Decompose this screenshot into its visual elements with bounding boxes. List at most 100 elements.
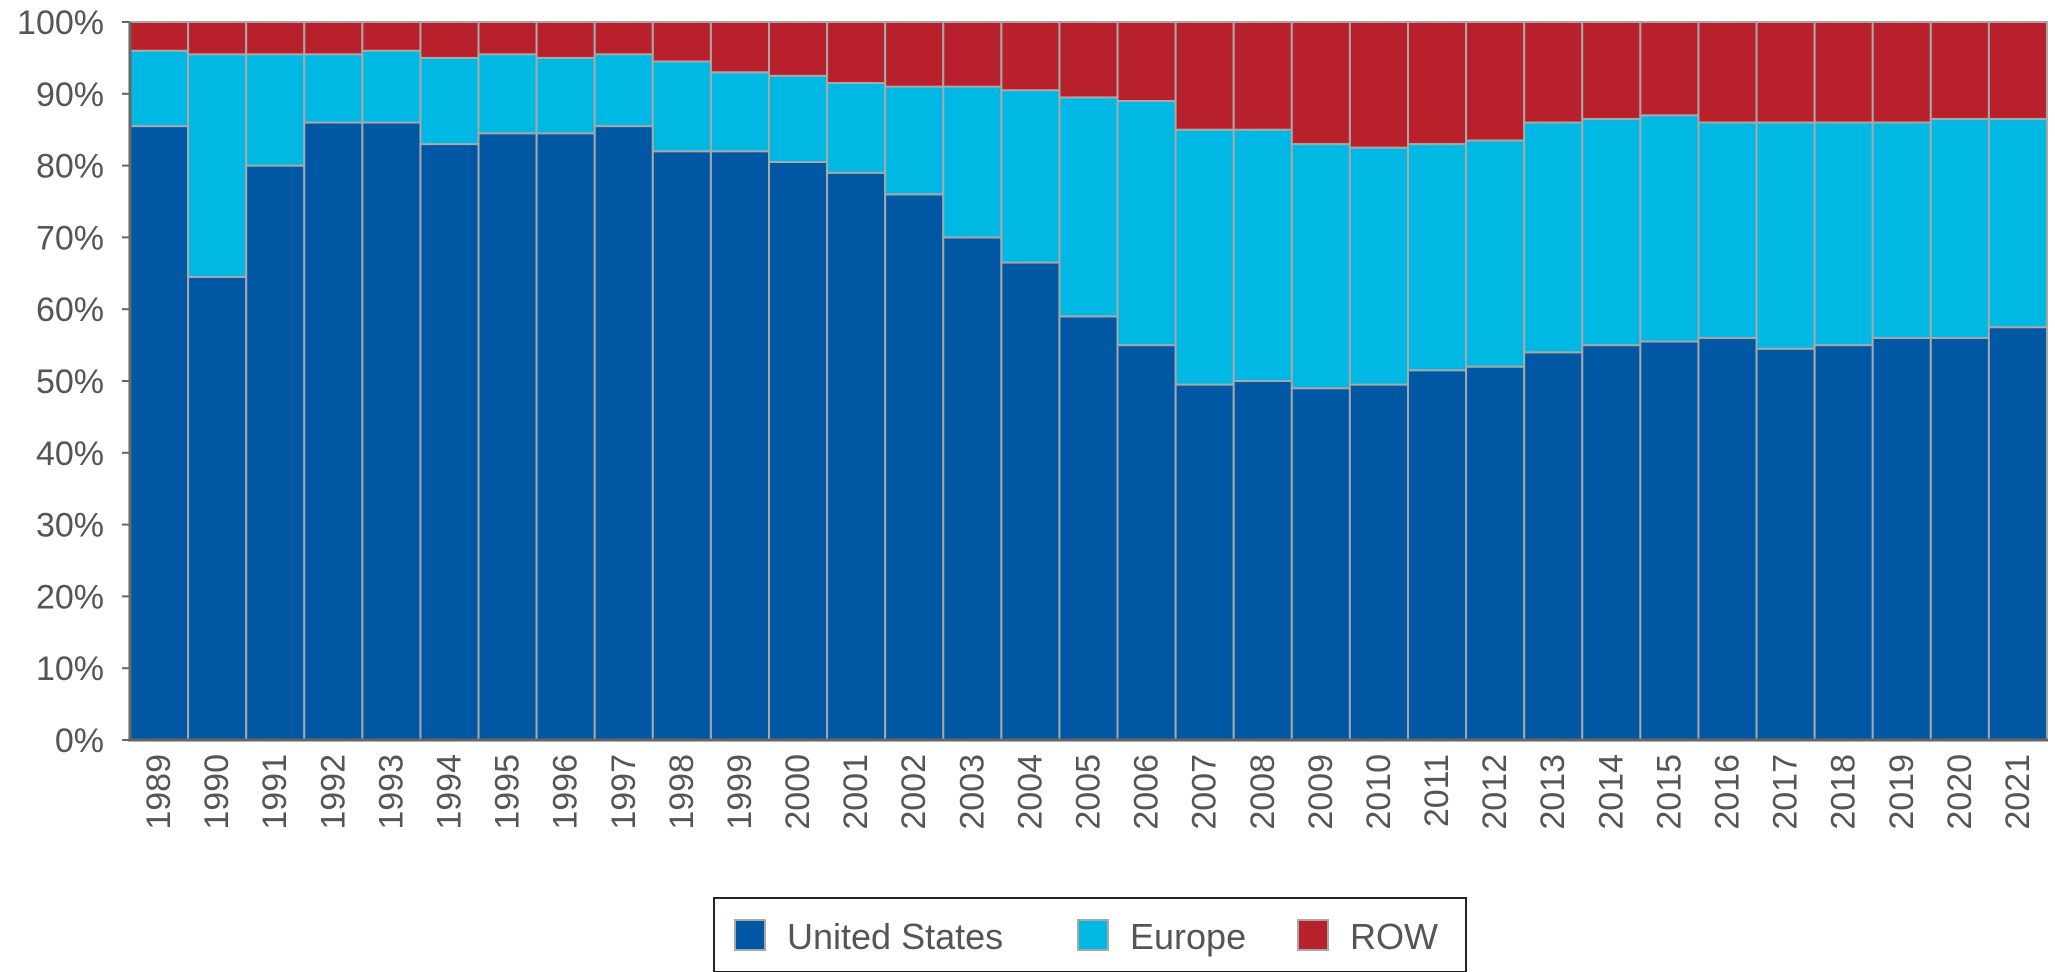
legend-swatch (1297, 919, 1329, 951)
bar-segment-united-states (709, 150, 771, 742)
axes (128, 22, 2048, 742)
bar-segment-row (245, 21, 306, 56)
x-tick-label: 2013 (1534, 754, 1572, 830)
y-tick-label: 0% (55, 722, 104, 760)
bar-segment-row (1290, 21, 1351, 146)
y-tick-label: 30% (36, 507, 104, 545)
bar-segment-europe (1697, 121, 1758, 339)
bar-segment-europe (1348, 146, 1409, 386)
x-tick-label: 2005 (1070, 754, 1108, 830)
bar-segment-united-states (1174, 383, 1235, 741)
bar-segment-row (1174, 21, 1235, 131)
bar-segment-united-states (477, 132, 538, 742)
bar-segment-united-states (1755, 347, 1816, 741)
bar-segment-row (1000, 21, 1061, 92)
x-tick-label: 2017 (1767, 754, 1805, 830)
bar-segment-europe (709, 71, 771, 153)
bar-segment-united-states (1290, 387, 1351, 741)
bar-segment-row (535, 21, 596, 59)
x-tick-label: 1993 (372, 754, 410, 830)
bar-segment-row (1987, 21, 2048, 120)
bar-segment-row (1407, 21, 1468, 146)
x-tick-label: 2020 (1941, 754, 1979, 830)
bar-segment-row (303, 21, 364, 56)
bar-segment-united-states (942, 236, 1003, 741)
bar-segment-row (709, 21, 771, 74)
bar-segment-row (826, 21, 887, 85)
bar-segment-europe (1407, 143, 1468, 372)
bar-segment-europe (419, 56, 480, 146)
legend-swatch (1077, 919, 1109, 951)
bar-segment-europe (1000, 89, 1061, 264)
bar-segment-row (768, 21, 829, 77)
bar-segment-united-states (1000, 261, 1061, 741)
bar-segment-united-states (245, 164, 306, 742)
bar-segment-europe (593, 53, 654, 128)
y-axis-tick-labels: 0% 10% 20% 30% 40% 50% 60% 70% 80% 90% 100% (17, 4, 130, 760)
y-tick-label: 100% (17, 4, 104, 42)
x-tick-label: 1999 (721, 754, 759, 830)
bar-segment-europe (1871, 121, 1932, 339)
x-tick-label: 2012 (1476, 754, 1514, 830)
bar-segment-row (1871, 21, 1932, 124)
y-tick-label: 50% (36, 363, 104, 401)
x-tick-label: 2008 (1244, 754, 1282, 830)
bar-segment-europe (303, 53, 364, 124)
bar-segment-row (1581, 21, 1642, 120)
bar-segment-europe (245, 53, 306, 167)
x-tick-label: 2016 (1709, 754, 1747, 830)
bar-segment-europe (1174, 128, 1235, 386)
bar-segment-united-states (303, 121, 364, 741)
bar-segment-row (1697, 21, 1758, 124)
x-tick-label: 2021 (1999, 754, 2037, 830)
y-tick-label: 70% (36, 219, 104, 257)
bar-segment-row (419, 21, 480, 59)
x-tick-label: 2010 (1360, 754, 1398, 830)
bar-segment-united-states (1116, 344, 1177, 741)
bar-segment-united-states (1348, 383, 1409, 741)
bar-segment-united-states (1929, 336, 1990, 741)
bar-segment-europe (942, 85, 1003, 239)
bar-segment-united-states (1232, 380, 1293, 741)
legend-label: United States (787, 916, 1003, 957)
x-tick-label: 2006 (1128, 754, 1166, 830)
bar-segment-europe (1116, 99, 1177, 347)
bar-segment-row (129, 21, 190, 52)
bar-segment-row (1348, 21, 1409, 149)
bar-segment-row (1929, 21, 1990, 120)
legend-label: Europe (1130, 916, 1246, 957)
bar-segment-united-states (1465, 365, 1526, 741)
y-tick-label: 40% (36, 435, 104, 473)
y-tick-label: 10% (36, 650, 104, 688)
bar-segment-row (1639, 21, 1700, 117)
bar-segment-united-states (1871, 336, 1932, 741)
bar-segment-united-states (1581, 344, 1642, 741)
bar-segment-row (1058, 21, 1119, 99)
x-tick-label: 2007 (1186, 754, 1224, 830)
x-tick-label: 2004 (1011, 754, 1049, 830)
y-tick-label: 60% (36, 291, 104, 329)
x-tick-label: 1998 (663, 754, 701, 830)
bar-segment-united-states (593, 125, 654, 742)
bar-segment-europe (1581, 117, 1642, 347)
bar-segment-europe (1290, 143, 1351, 390)
bar-segment-europe (768, 74, 829, 164)
bar-segment-row (361, 21, 422, 52)
x-tick-label: 1990 (198, 754, 236, 830)
x-tick-label: 1996 (547, 754, 585, 830)
bar-segment-row (1465, 21, 1526, 142)
bar-segment-row (187, 21, 248, 56)
bar-segment-europe (129, 49, 190, 128)
bar-segment-row (477, 21, 538, 56)
bar-segment-europe (361, 49, 422, 124)
bar-segment-united-states (1987, 326, 2048, 741)
bar-segment-united-states (361, 121, 422, 741)
bar-segment-row (651, 21, 712, 63)
bar-segment-united-states (1058, 315, 1119, 741)
x-tick-label: 1989 (140, 754, 178, 830)
y-tick-label: 80% (36, 148, 104, 186)
x-axis-tick-labels: 1989 1990 1991 1992 1993 1994 1995 1996 1997 1998… (140, 754, 2037, 830)
bar-segment-united-states (1813, 344, 1874, 741)
y-tick-label: 90% (36, 76, 104, 114)
bar-segment-row (884, 21, 945, 88)
